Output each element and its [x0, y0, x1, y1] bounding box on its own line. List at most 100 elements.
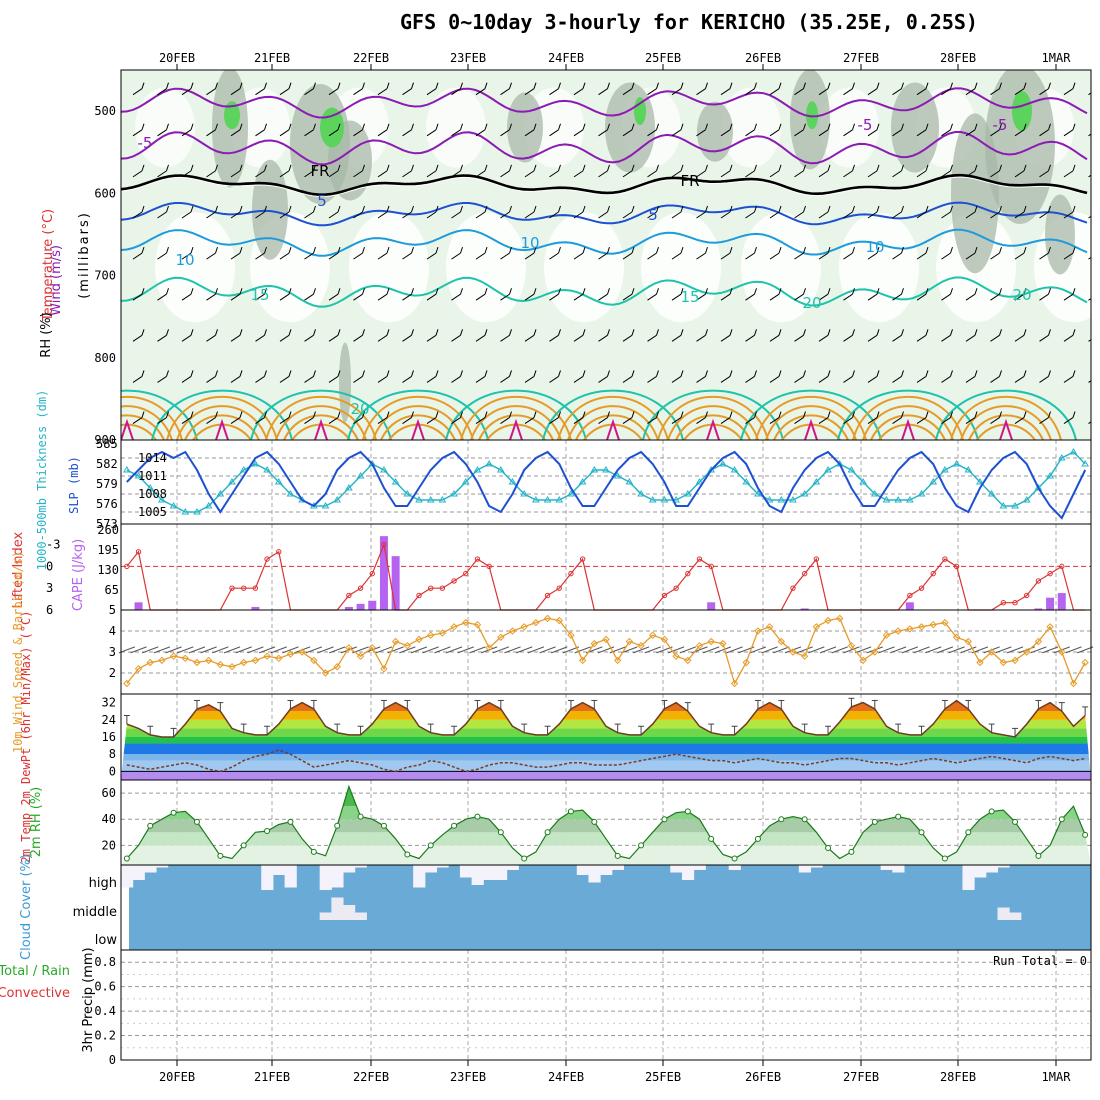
wind-barb: [293, 646, 311, 654]
upper-wind-barb: [843, 252, 853, 260]
upper-wind-barb-flag: [852, 205, 855, 213]
rh-point: [918, 829, 925, 836]
upper-wind-barb-flag: [607, 205, 610, 213]
thickness-point: [812, 478, 821, 485]
upper-wind-barb-flag: [509, 123, 512, 130]
wind-barb: [317, 646, 334, 654]
upper-wind-barb: [500, 293, 510, 301]
upper-wind-barb: [965, 417, 976, 424]
upper-wind-barb-flag: [827, 123, 831, 130]
upper-wind-barb-flag: [362, 205, 365, 213]
upper-wind-barb-flag: [607, 288, 610, 295]
upper-wind-barb-flag: [705, 370, 708, 377]
upper-wind-barb-flag: [803, 82, 806, 89]
temp-contour-warm: [575, 414, 651, 440]
wind-speed-point: [707, 637, 715, 646]
upper-wind-barb: [794, 252, 804, 260]
thickness-point: [426, 496, 435, 503]
upper-wind-barb: [1039, 170, 1049, 178]
upper-wind-barb-flag: [803, 329, 806, 336]
wind-speed-point: [345, 644, 353, 652]
rh-point: [193, 818, 200, 825]
upper-wind-barb-flag: [680, 123, 684, 130]
rh-point: [497, 829, 504, 836]
upper-wind-barb: [1014, 376, 1025, 383]
upper-wind-barb: [843, 293, 853, 301]
lifted-index-point: [579, 556, 586, 562]
upper-wind-barb-flag: [215, 205, 218, 213]
upper-wind-barb-flag: [337, 123, 341, 130]
upper-wind-barb: [377, 293, 388, 301]
temp-contour-warm: [852, 396, 964, 440]
upper-wind-barb-flag: [362, 164, 365, 172]
rh-point: [661, 816, 668, 823]
cloud-high-bar: [319, 865, 332, 890]
upper-wind-barb-flag: [876, 329, 880, 336]
upper-wind-barb-flag: [264, 246, 267, 254]
upper-wind-barb-flag: [141, 82, 145, 89]
temp-contour-20: [542, 389, 684, 440]
upper-wind-barb-flag: [386, 164, 390, 172]
dry-patch: [135, 87, 195, 168]
upper-wind-barb-flag: [141, 411, 145, 418]
upper-wind-barb-flag: [656, 164, 659, 172]
upper-wind-barb-flag: [1023, 82, 1027, 89]
wind-barb: [516, 646, 533, 654]
upper-wind-barb-flag: [827, 411, 831, 418]
upper-wind-barb: [671, 252, 682, 260]
upper-wind-barb-flag: [288, 164, 292, 172]
upper-wind-barb-flag: [656, 82, 659, 89]
pressure-tick-label: 900: [94, 433, 116, 447]
upper-wind-barb-flag: [827, 246, 831, 254]
upper-wind-barb: [132, 170, 143, 178]
upper-wind-barb-flag: [288, 123, 292, 130]
upper-wind-barb: [941, 417, 951, 424]
upper-wind-barb-flag: [239, 205, 243, 213]
cloud-high-bar: [962, 865, 975, 890]
wind-barb: [130, 646, 147, 654]
wind-speed-point: [1081, 658, 1089, 667]
cape-bar: [1034, 608, 1043, 610]
upper-wind-barb: [647, 293, 657, 301]
upper-wind-barb: [696, 293, 706, 301]
upper-wind-barb-flag: [190, 164, 194, 172]
upper-wind-barb-flag: [901, 123, 904, 130]
upper-wind-barb-flag: [950, 205, 953, 213]
upper-wind-barb-flag: [484, 246, 488, 254]
upper-wind-barb-flag: [484, 164, 488, 172]
upper-wind-barb-flag: [876, 164, 880, 172]
upper-wind-barb: [255, 376, 265, 383]
upper-wind-barb-flag: [901, 205, 904, 213]
lifted-index-point: [474, 556, 481, 562]
upper-wind-barb: [1039, 376, 1049, 383]
upper-wind-barb-flag: [509, 329, 512, 336]
upper-wind-barb-flag: [558, 164, 561, 172]
wind-barb: [410, 646, 428, 654]
cloud-high-bar: [144, 865, 157, 873]
upper-wind-barb-flag: [190, 82, 194, 89]
wind-speed-point: [391, 637, 400, 646]
upper-wind-barb: [157, 170, 167, 178]
upper-wind-barb: [941, 334, 951, 342]
wind-speed-point: [871, 648, 879, 656]
temp-band: [121, 754, 1091, 761]
upper-wind-barb-flag: [288, 288, 292, 295]
cloud-high-bar: [892, 865, 905, 873]
upper-wind-barb: [426, 129, 437, 137]
temp-contour-warm: [567, 405, 659, 440]
upper-wind-barb: [132, 252, 143, 260]
lifted-index-point: [685, 570, 691, 577]
upper-wind-barb-flag: [607, 246, 610, 254]
upper-wind-barb-flag: [925, 411, 929, 418]
upper-wind-barb-flag: [729, 370, 733, 377]
upper-wind-barb: [451, 376, 461, 383]
pressure-tick-label: 500: [94, 104, 116, 118]
upper-wind-barb: [426, 417, 437, 424]
rh-point: [544, 829, 551, 836]
rh-point: [941, 855, 948, 862]
temp-contour-warm: [657, 396, 769, 440]
upper-wind-barb-flag: [1072, 164, 1076, 172]
thickness-point: [193, 508, 201, 515]
upper-wind-barb-flag: [386, 82, 390, 89]
upper-wind-barb-flag: [778, 82, 782, 89]
